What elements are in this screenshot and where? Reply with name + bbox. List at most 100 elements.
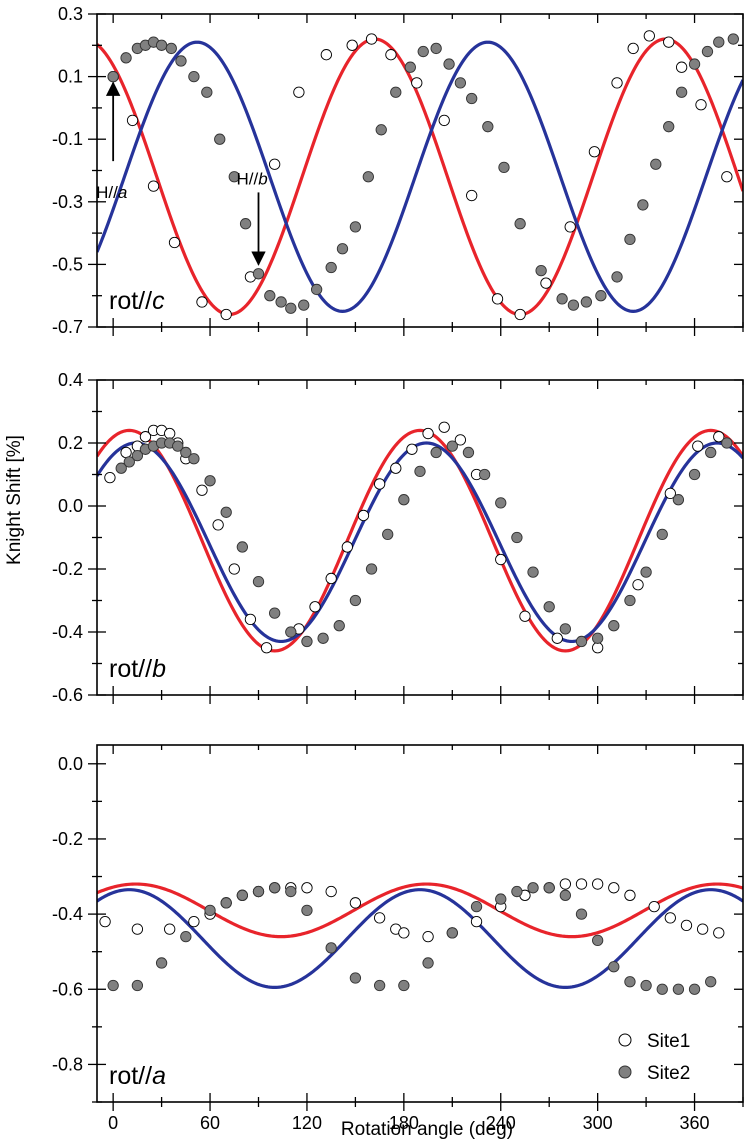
data-point-site1: [696, 923, 709, 935]
fit-curve-site1: [97, 37, 743, 317]
data-point-site1: [713, 927, 725, 939]
data-point-site2: [446, 440, 458, 452]
data-point-site1: [559, 878, 571, 890]
data-point-site2: [705, 446, 717, 459]
data-point-site1: [260, 642, 273, 654]
data-point-site1: [495, 553, 507, 566]
y-tick-label: 0.2: [58, 433, 83, 453]
x-tick-label: 0: [108, 1113, 118, 1133]
data-point-site2: [228, 171, 240, 183]
data-point-site2: [446, 927, 458, 939]
legend: Site1 Site2: [618, 1031, 690, 1084]
data-point-site2: [672, 983, 685, 995]
data-point-site2: [398, 979, 410, 992]
data-point-site2: [701, 45, 714, 58]
data-point-site2: [365, 563, 378, 575]
data-point-site1: [643, 30, 655, 42]
data-point-site2: [268, 607, 281, 619]
data-point-site2: [511, 531, 523, 544]
data-point-site1: [99, 915, 111, 928]
data-point-site2: [398, 494, 410, 506]
data-point-site1: [491, 293, 504, 305]
data-point-site1: [608, 882, 620, 894]
data-point-site2: [188, 70, 200, 83]
data-point-site1: [320, 49, 332, 61]
data-point-site2: [155, 957, 168, 969]
data-point-site2: [478, 468, 491, 481]
data-point-site2: [220, 897, 232, 909]
data-point-site2: [640, 979, 652, 992]
data-point-site1: [120, 446, 132, 459]
y-tick-label: 0.1: [58, 67, 83, 87]
fit-curve-site1: [97, 882, 743, 939]
data-point-site2: [592, 632, 604, 644]
data-point-site2: [236, 889, 249, 901]
data-point-site1: [325, 572, 337, 585]
data-point-site1: [341, 541, 353, 553]
data-point-site2: [688, 58, 701, 70]
data-point-site1: [188, 915, 200, 928]
data-point-site2: [470, 900, 483, 913]
data-point-site1: [196, 484, 208, 496]
data-point-site1: [588, 146, 601, 158]
data-point-site1: [373, 478, 386, 490]
data-point-site2: [656, 528, 668, 540]
data-point-site2: [592, 934, 604, 947]
data-point-site2: [188, 453, 200, 465]
x-tick-label: 300: [583, 1113, 613, 1133]
fit-curve-site2: [97, 888, 743, 989]
data-point-site1: [164, 427, 176, 440]
y-tick-label: 0.4: [58, 370, 83, 390]
data-point-site2: [663, 121, 675, 133]
fit-curve-site1: [97, 428, 743, 653]
panel-3: 0 60 120 180 240 300 360 0.0 -0.2 -0.4 -0.6 -0.8 rot…: [52, 744, 744, 1133]
data-point-site2: [495, 893, 507, 905]
data-point-site1: [139, 431, 152, 443]
data-point-site2: [640, 566, 652, 578]
panel-label: rot//a: [109, 1062, 166, 1090]
data-point-site2: [559, 623, 571, 635]
data-point-site2: [580, 296, 592, 308]
data-point-site1: [325, 885, 337, 898]
data-point-site2: [543, 601, 555, 613]
data-point-site2: [430, 446, 442, 459]
data-point-site2: [285, 626, 297, 638]
data-point-site2: [556, 293, 568, 305]
data-point-site2: [115, 462, 127, 474]
y-tick-label: 0.0: [58, 496, 83, 516]
data-point-site2: [543, 882, 555, 894]
legend-label-site2: Site2: [647, 1063, 690, 1084]
data-point-site2: [721, 437, 733, 449]
points-site2: [107, 882, 717, 995]
data-point-site1: [664, 487, 676, 500]
data-point-site1: [519, 610, 531, 622]
data-point-site2: [325, 261, 337, 274]
data-point-site2: [727, 33, 739, 45]
x-tick-label: 60: [200, 1113, 220, 1133]
data-point-site2: [567, 299, 580, 311]
data-point-site1: [438, 114, 450, 127]
data-point-site1: [470, 915, 483, 928]
data-point-site1: [131, 923, 144, 935]
data-point-site1: [454, 434, 467, 446]
x-tick-label: 120: [292, 1113, 322, 1133]
plot-frame: [96, 13, 744, 328]
panel-2: 0.4 0.2 0.0 -0.2 -0.4 -0.6 rot//b: [52, 370, 744, 705]
data-point-site1: [147, 180, 160, 192]
data-point-site2: [498, 161, 510, 174]
points-site1: [107, 30, 733, 321]
points-site2: [115, 437, 733, 648]
data-point-site2: [375, 124, 387, 136]
data-point-site1: [268, 158, 281, 170]
data-point-site1: [244, 613, 257, 626]
y-tick-label: -0.6: [52, 979, 83, 999]
data-point-site2: [527, 882, 539, 894]
data-point-site1: [228, 563, 240, 575]
data-point-site2: [107, 979, 119, 992]
data-point-site2: [317, 632, 329, 644]
data-point-site2: [624, 594, 636, 607]
data-point-site1: [411, 77, 423, 89]
data-point-site2: [301, 635, 313, 648]
data-point-site2: [559, 889, 571, 901]
